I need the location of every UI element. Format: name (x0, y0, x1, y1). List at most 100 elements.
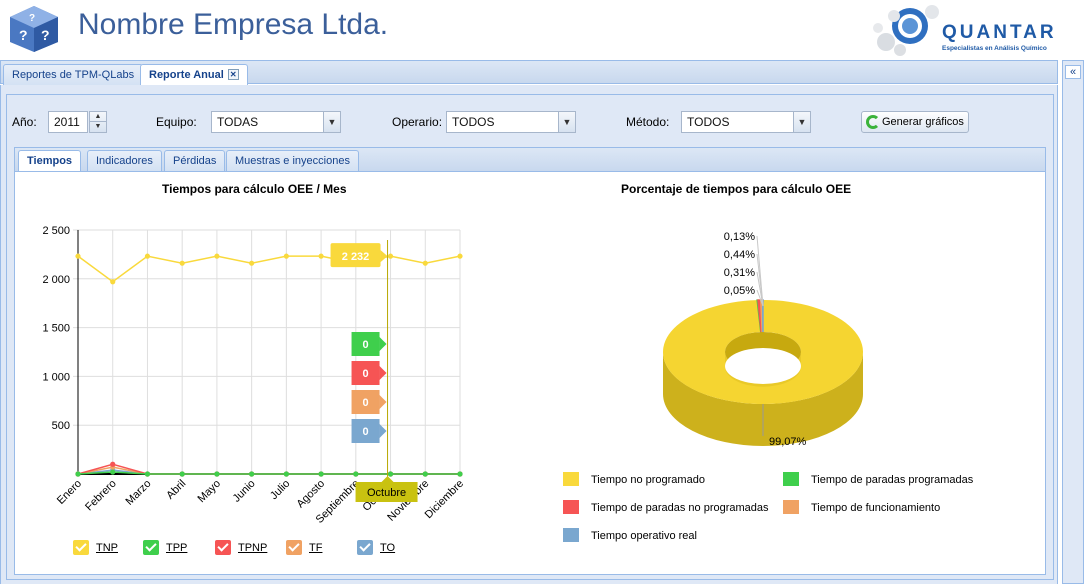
generate-label: Generar gráficos (882, 116, 964, 128)
tooltip-tf-box (351, 390, 380, 414)
legend-to[interactable]: TO (380, 542, 396, 554)
series-line-tpp (77, 471, 460, 475)
checkbox-to-icon[interactable] (357, 540, 373, 555)
generate-charts-button[interactable]: Generar gráficos (861, 111, 969, 133)
main-tab-strip: Reportes de TPM-QLabs Reporte Anual ✕ (0, 60, 1058, 86)
data-point-tpp (457, 471, 463, 477)
legend-swatch (563, 528, 579, 542)
data-point-tnp (387, 253, 394, 259)
close-icon[interactable]: ✕ (227, 69, 239, 80)
data-point-tnp (283, 253, 289, 259)
chevron-down-icon[interactable]: ▼ (323, 112, 340, 132)
data-point-tpp (75, 471, 81, 477)
chevron-down-icon[interactable]: ▼ (793, 112, 810, 132)
tab-indicadores[interactable]: Indicadores (87, 150, 162, 171)
data-point-tpp (353, 471, 359, 477)
data-point-tpnp (110, 461, 116, 467)
quantar-logo: QUANTAR Especialistas en Análisis Químic… (872, 2, 1072, 58)
tooltip-tf-value: 0 (362, 397, 368, 409)
checkbox-tnp-icon[interactable] (73, 540, 89, 555)
method-value: TODOS (687, 115, 730, 129)
stepper-down-icon[interactable]: ▼ (94, 123, 102, 130)
data-point-tpp (283, 471, 289, 477)
equipment-label: Equipo: (156, 115, 197, 129)
legend-paradas-programadas[interactable]: Tiempo de paradas programadas (811, 474, 974, 486)
slice-label: 0,31% (724, 267, 755, 279)
slice-label-main: 99,07% (769, 436, 807, 448)
operator-value: TODOS (452, 115, 495, 129)
tooltip-tpnp-pointer (379, 366, 387, 380)
pie-chart-title: Porcentaje de tiempos para cálculo OEE (621, 182, 852, 196)
data-point-tnp (318, 253, 324, 259)
svg-text:?: ? (41, 27, 50, 43)
company-name: Nombre Empresa Ltda. (78, 8, 389, 41)
operator-select[interactable]: TODOS ▼ (446, 111, 576, 133)
tab-perdidas[interactable]: Pérdidas (164, 150, 226, 171)
year-stepper[interactable]: ▲ ▼ (89, 111, 107, 133)
data-point-tnp (75, 253, 81, 259)
x-tick-label: Febrero (83, 478, 119, 514)
method-label: Método: (626, 115, 670, 129)
slice-0 (663, 300, 864, 404)
x-tick-label: Marzo (123, 478, 153, 508)
legend-swatch (563, 472, 579, 486)
checkbox-tpnp-icon[interactable] (215, 540, 231, 555)
slice-label-line (756, 271, 764, 307)
data-point-tpp (144, 471, 151, 477)
data-point-tnp (179, 260, 185, 266)
slice-label: 0,44% (724, 249, 755, 261)
svg-text:?: ? (29, 13, 35, 24)
legend-paradas-no-programadas[interactable]: Tiempo de paradas no programadas (591, 502, 769, 514)
tooltip-tpp-pointer (379, 337, 387, 351)
right-panel-collapsed: « (1062, 60, 1084, 584)
donut-side (663, 352, 863, 446)
data-point-tnp (144, 253, 151, 259)
data-point-tpp (179, 471, 185, 477)
company-logo-icon: ? ? ? (10, 6, 58, 52)
legend-tnp[interactable]: TNP (96, 542, 118, 554)
tooltip-to-pointer (379, 424, 387, 438)
legend-funcionamiento[interactable]: Tiempo de funcionamiento (811, 502, 941, 514)
x-tick-label: Abril (164, 478, 188, 502)
tab-muestras[interactable]: Muestras e inyecciones (226, 150, 359, 171)
report-container: Año: 2011 ▲ ▼ Equipo: TODAS ▼ Operario: … (0, 85, 1058, 584)
checkbox-tf-icon[interactable] (286, 540, 302, 555)
legend-tiempo-no-programado[interactable]: Tiempo no programado (591, 474, 705, 486)
checkbox-tpp-icon[interactable] (143, 540, 159, 555)
method-select[interactable]: TODOS ▼ (681, 111, 811, 133)
legend-swatch (783, 472, 799, 486)
slice-label-line (756, 253, 764, 307)
stepper-up-icon[interactable]: ▲ (90, 112, 106, 122)
y-tick-label: 500 (52, 420, 70, 432)
year-input[interactable]: 2011 (48, 111, 88, 133)
tooltip-tpp-box (351, 332, 380, 356)
tooltip-tnp-pointer (380, 250, 388, 263)
expand-left-icon[interactable]: « (1065, 65, 1081, 79)
tab-tiempos[interactable]: Tiempos (18, 150, 82, 172)
y-tick-label: 1 000 (42, 371, 70, 383)
filters-bar: Año: 2011 ▲ ▼ Equipo: TODAS ▼ Operario: … (7, 95, 1053, 145)
tooltip-tnp-box (330, 243, 381, 268)
legend-tpp[interactable]: TPP (166, 542, 188, 554)
equipment-select[interactable]: TODAS ▼ (211, 111, 341, 133)
legend-tf[interactable]: TF (309, 542, 323, 554)
tooltip-category-label: Octubre (367, 487, 406, 499)
series-line-tnp (77, 255, 461, 283)
data-point-tpp (110, 469, 116, 475)
data-point-tnp (249, 260, 255, 266)
tab-reporte-anual[interactable]: Reporte Anual ✕ (140, 64, 248, 86)
pie-chart[interactable]: 0,13% 0,44% 0,31% 0,05% 99,07% (615, 202, 915, 462)
tooltip-to-value: 0 (362, 426, 368, 438)
legend-operativo-real[interactable]: Tiempo operativo real (591, 530, 697, 542)
chevron-down-icon[interactable]: ▼ (558, 112, 575, 132)
data-point-tnp (110, 279, 116, 285)
y-tick-label: 2 000 (42, 274, 70, 286)
legend-tpnp[interactable]: TPNP (238, 542, 268, 554)
svg-text:?: ? (19, 27, 28, 43)
tab-label: Reportes de TPM-QLabs (12, 69, 135, 81)
x-tick-label: Junio (231, 478, 258, 505)
tooltip-tf-pointer (379, 395, 387, 409)
tab-reportes-tpm[interactable]: Reportes de TPM-QLabs (3, 64, 144, 86)
tooltip-tpp-value: 0 (362, 339, 368, 351)
